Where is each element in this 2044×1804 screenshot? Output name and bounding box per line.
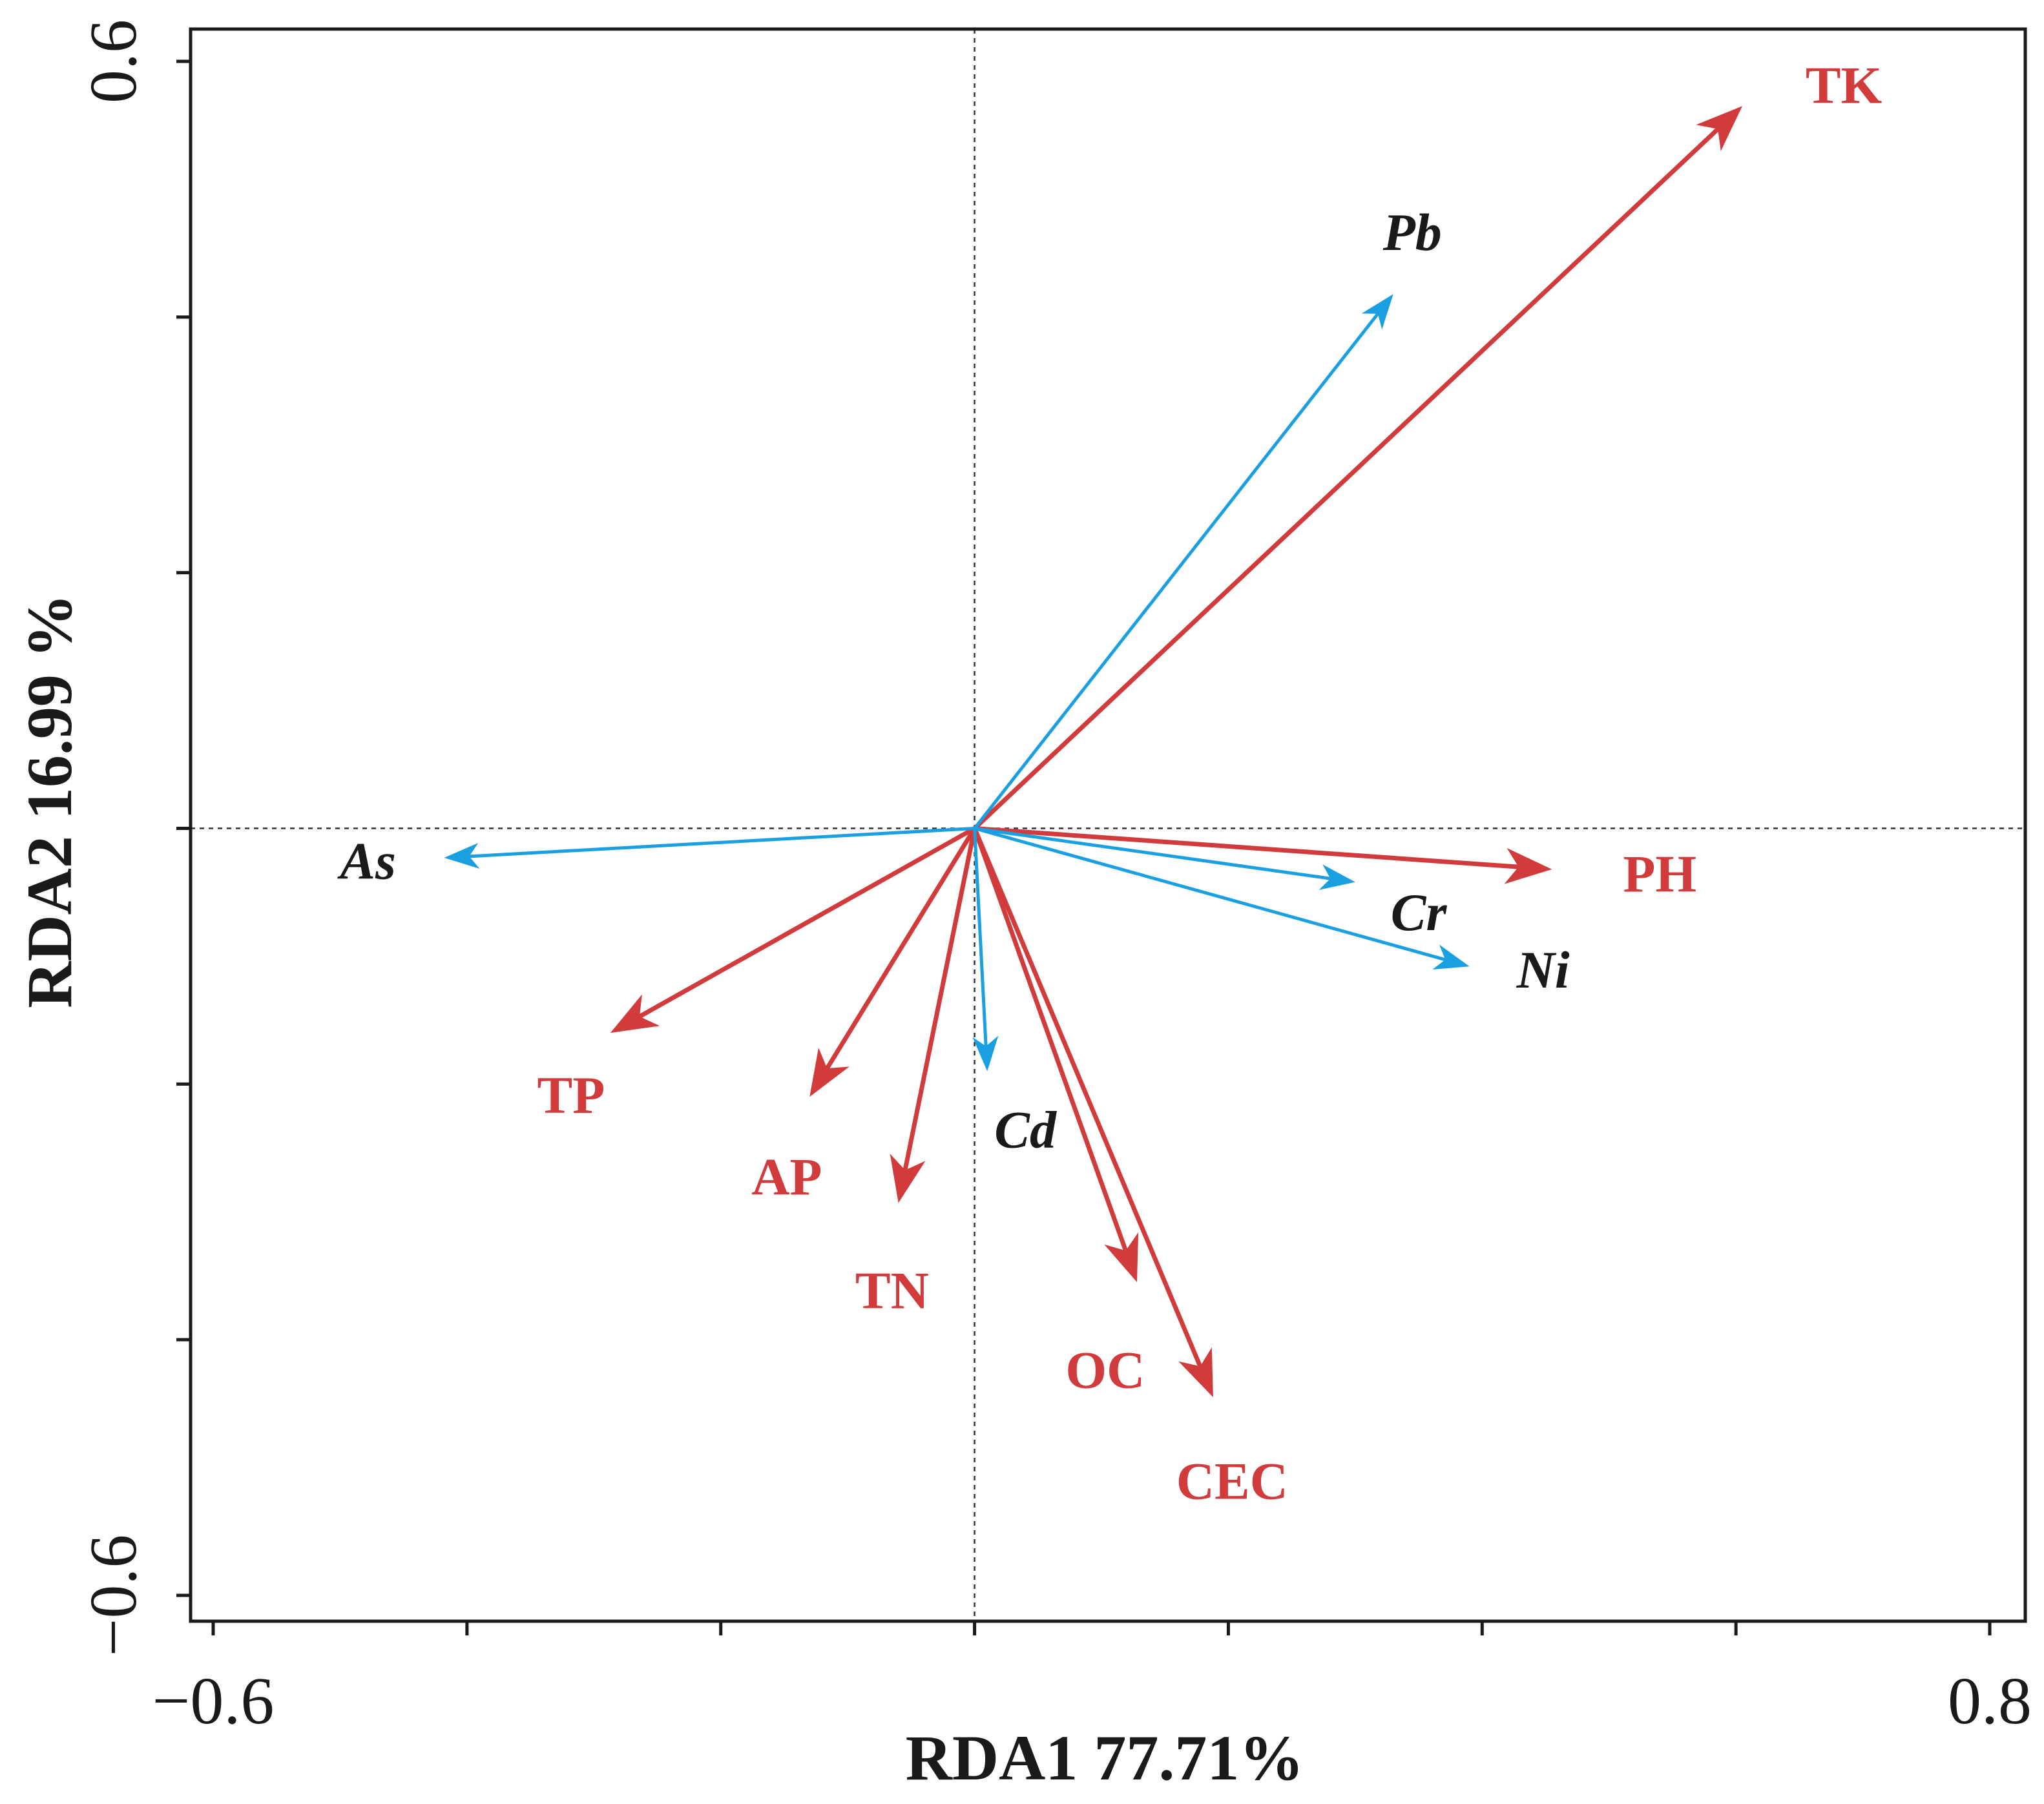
vector-label-ap: AP bbox=[751, 1148, 822, 1207]
y-tick-label: −0.6 bbox=[76, 1535, 151, 1657]
vector-tn-shaft bbox=[902, 826, 977, 1173]
vector-label-tp: TP bbox=[537, 1066, 605, 1125]
vector-cec-arrowhead bbox=[1178, 1347, 1213, 1398]
vector-as-shaft bbox=[467, 827, 977, 858]
vector-oc-shaft bbox=[972, 826, 1129, 1253]
vector-as-arrowhead bbox=[444, 843, 480, 869]
vector-label-tk: TK bbox=[1806, 56, 1882, 114]
vector-label-layer: TK PH TP AP TN OC CEC Pb As Cr Ni Cd bbox=[337, 56, 1882, 1510]
vector-cd-shaft bbox=[973, 827, 988, 1048]
vector-tp-arrowhead bbox=[610, 994, 660, 1033]
y-tick-label: 0.6 bbox=[76, 19, 151, 103]
plot-frame bbox=[189, 27, 2027, 1623]
vector-label-cec: CEC bbox=[1176, 1452, 1288, 1511]
x-axis-title: RDA1 77.71% bbox=[906, 1722, 1304, 1794]
vector-pb-shaft bbox=[973, 312, 1380, 830]
vector-ni-shaft bbox=[973, 827, 1447, 962]
vector-label-ni: Ni bbox=[1516, 940, 1570, 999]
vector-tk-arrowhead bbox=[1696, 106, 1742, 152]
vector-cd-arrowhead bbox=[972, 1035, 999, 1072]
vector-layer bbox=[444, 106, 1742, 1398]
origin-guides bbox=[191, 29, 2025, 1621]
y-axis-title: RDA2 16.99 % bbox=[14, 594, 85, 1008]
vector-ap-shaft bbox=[824, 826, 977, 1071]
vector-label-cr: Cr bbox=[1391, 883, 1448, 942]
vector-tp-shaft bbox=[637, 826, 977, 1019]
vector-ph-shaft bbox=[972, 826, 1521, 869]
vector-label-tn: TN bbox=[855, 1261, 929, 1320]
vector-ap-arrowhead bbox=[809, 1048, 850, 1097]
x-axis-ticks bbox=[211, 1621, 1992, 1635]
vector-label-oc: OC bbox=[1065, 1340, 1145, 1399]
vector-cr-arrowhead bbox=[1319, 864, 1355, 890]
vector-label-cd: Cd bbox=[994, 1100, 1057, 1159]
vector-ni-arrowhead bbox=[1432, 944, 1470, 970]
vector-ph-arrowhead bbox=[1504, 847, 1552, 884]
tick-label-layer: −0.6 0.8 −0.6 0.6 bbox=[76, 19, 2032, 1738]
vector-pb-arrowhead bbox=[1361, 294, 1393, 330]
vector-tk-shaft bbox=[972, 127, 1720, 831]
y-axis-ticks bbox=[176, 59, 191, 1597]
x-tick-label: 0.8 bbox=[1948, 1664, 2032, 1738]
vector-label-pb: Pb bbox=[1382, 203, 1442, 262]
vector-label-as: As bbox=[337, 832, 396, 891]
vector-cr-shaft bbox=[973, 827, 1332, 880]
x-tick-label: −0.6 bbox=[152, 1664, 275, 1738]
vector-oc-arrowhead bbox=[1104, 1232, 1139, 1283]
vector-tn-arrowhead bbox=[890, 1154, 926, 1203]
vector-cec-shaft bbox=[972, 826, 1203, 1369]
vector-label-ph: PH bbox=[1623, 844, 1696, 903]
